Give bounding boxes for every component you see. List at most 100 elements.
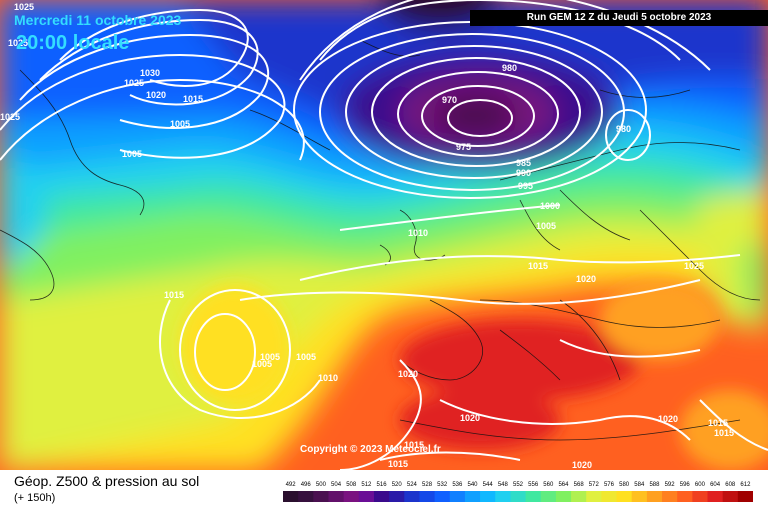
- isobar-label: 995: [518, 181, 533, 191]
- color-scale-label: 556: [528, 482, 539, 488]
- color-scale-label: 588: [649, 482, 660, 488]
- isobar-label: 1005: [252, 359, 272, 369]
- isobar-label: 1020: [658, 414, 678, 424]
- color-scale-label: 612: [740, 482, 751, 488]
- color-scale-label: 608: [725, 482, 736, 488]
- color-scale-swatch: [373, 491, 390, 502]
- isobar-label: 975: [456, 142, 471, 152]
- color-scale-swatch: [510, 491, 527, 502]
- isobar-label: 1005: [122, 149, 142, 159]
- isobar-label: 1015: [183, 94, 203, 104]
- color-scale-swatch: [662, 491, 678, 502]
- color-scale-label: 592: [665, 482, 676, 488]
- isobar-label: 1015: [404, 440, 424, 450]
- isobar-label: 1025: [0, 112, 20, 122]
- color-scale: 492 496 500 504 508 512 516 520 524 528 532 536 540 5…: [283, 478, 753, 508]
- color-scale-swatch: [449, 491, 466, 502]
- isobar-label: 1020: [460, 413, 480, 423]
- color-scale-label: 512: [361, 482, 372, 488]
- color-scale-swatch: [646, 491, 663, 502]
- color-scale-label: 548: [498, 482, 509, 488]
- isobar-label: 1015: [708, 418, 728, 428]
- color-scale-label: 540: [468, 482, 479, 488]
- color-scale-swatch: [571, 491, 587, 502]
- color-scale-label: 504: [331, 482, 342, 488]
- color-scale-label: 528: [422, 482, 433, 488]
- forecast-date: Mercredi 11 octobre 2023: [14, 12, 182, 28]
- isobar-label: 985: [516, 158, 531, 168]
- isobar-label: 1015: [528, 261, 548, 271]
- color-scale-swatch: [298, 491, 314, 502]
- color-scale-swatch: [601, 491, 618, 502]
- color-scale-label: 560: [543, 482, 554, 488]
- color-scale-swatch: [464, 491, 481, 502]
- isobar-label: 1025: [8, 38, 28, 48]
- color-scale-label: 520: [392, 482, 403, 488]
- forecast-time: 20:00 locale: [16, 32, 130, 54]
- color-scale-swatch: [434, 491, 451, 502]
- isobar-label: 1015: [164, 290, 184, 300]
- color-scale-label: 516: [377, 482, 388, 488]
- color-scale-swatch: [328, 491, 345, 502]
- geopotential-field: [0, 0, 768, 470]
- copyright-notice: Copyright © 2023 Meteociel.fr: [300, 444, 441, 455]
- color-scale-swatch: [722, 491, 739, 502]
- model-run-banner: Run GEM 12 Z du Jeudi 5 octobre 2023: [470, 10, 768, 26]
- color-scale-swatch: [540, 491, 557, 502]
- isobar-label: 1020: [572, 460, 592, 470]
- color-scale-label: 576: [604, 482, 615, 488]
- isobar-label: 1020: [398, 369, 418, 379]
- color-scale-swatch: [495, 491, 511, 502]
- isobar-label: 1005: [260, 352, 280, 362]
- isobar-label: 1015: [388, 459, 408, 469]
- isobar-label: 1030: [140, 68, 160, 78]
- color-scale-label: 604: [710, 482, 721, 488]
- color-scale-swatch: [313, 491, 329, 502]
- isobar-label: 1025: [14, 2, 34, 12]
- color-scale-swatch: [358, 491, 375, 502]
- color-scale-label: 568: [574, 482, 585, 488]
- legend-title: Géop. Z500 & pression au sol: [14, 473, 200, 489]
- color-scale-label: 524: [407, 482, 418, 488]
- isobar-label: 1025: [124, 78, 144, 88]
- forecast-lead-time: (+ 150h): [14, 492, 56, 504]
- color-scale-label: 496: [301, 482, 312, 488]
- color-scale-label: 584: [634, 482, 645, 488]
- color-scale-swatch: [707, 491, 724, 502]
- color-scale-swatch: [404, 491, 420, 502]
- color-scale-swatch: [525, 491, 542, 502]
- isobar-label: 1010: [408, 228, 428, 238]
- isobar-label: 990: [516, 168, 531, 178]
- color-scale-label: 500: [316, 482, 327, 488]
- color-scale-swatch: [737, 491, 753, 502]
- color-scale-label: 536: [452, 482, 463, 488]
- color-scale-swatch: [586, 491, 602, 502]
- isobar-label: 1005: [296, 352, 316, 362]
- isobar-label: 1015: [714, 428, 734, 438]
- isobar-label: 1020: [576, 274, 596, 284]
- isobar-label: 970: [442, 95, 457, 105]
- color-scale-label: 596: [680, 482, 691, 488]
- isobar-label: 980: [502, 63, 517, 73]
- color-scale-label: 544: [483, 482, 494, 488]
- color-scale-label: 508: [346, 482, 357, 488]
- color-scale-label: 532: [437, 482, 448, 488]
- color-scale-swatch: [631, 491, 648, 502]
- color-scale-label: 572: [589, 482, 600, 488]
- isobar-label: 1005: [536, 221, 556, 231]
- color-scale-swatch: [283, 491, 299, 502]
- isobar-label: 1000: [540, 201, 560, 211]
- color-scale-bar: 492 496 500 504 508 512 516 520 524 528 532 536 540 5…: [283, 482, 753, 502]
- legend-footer: Géop. Z500 & pression au sol (+ 150h) 49…: [0, 470, 768, 512]
- color-scale-swatch: [419, 491, 436, 502]
- color-scale-swatch: [692, 491, 709, 502]
- color-scale-swatch: [677, 491, 693, 502]
- color-scale-label: 600: [695, 482, 706, 488]
- color-scale-label: 564: [558, 482, 569, 488]
- isobar-label: 980: [616, 124, 631, 134]
- color-scale-swatch: [616, 491, 633, 502]
- isobar-label: 1020: [146, 90, 166, 100]
- map-area: 1025 1025 1030 1025 1020 1015 1005 1025 1005 980 9…: [0, 0, 768, 470]
